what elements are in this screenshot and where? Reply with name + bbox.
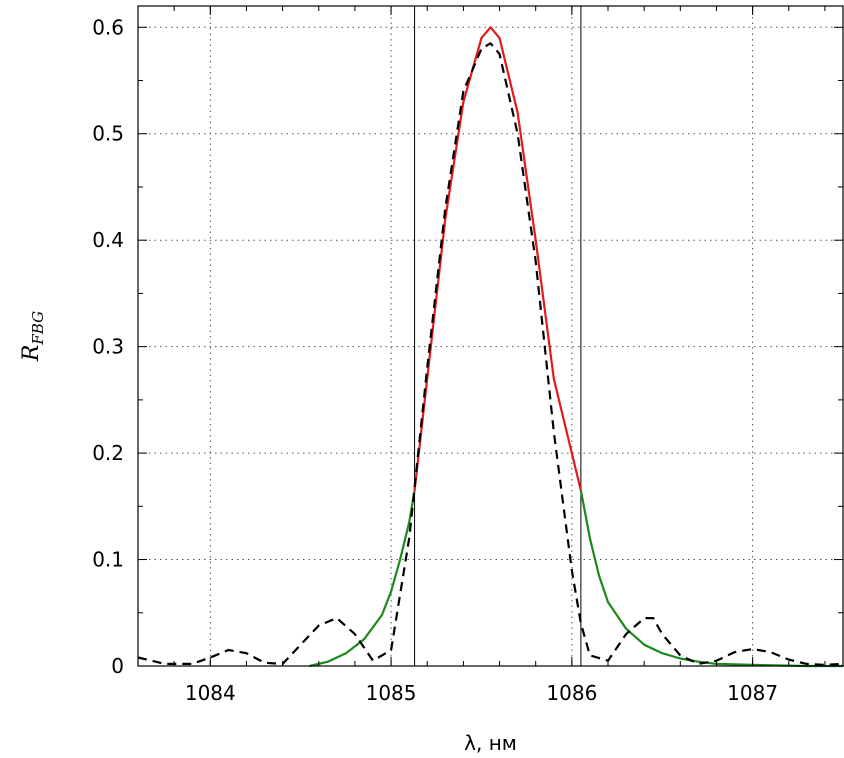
measured-point (390, 590, 392, 593)
measured-point (344, 652, 347, 655)
x-tick-label: 1084 (185, 681, 236, 705)
measured-series-segment (579, 490, 843, 668)
measured-point (607, 601, 609, 604)
y-tick-labels: 0 0.1 0.2 0.3 0.4 0.5 0.6 (92, 15, 124, 678)
y-axis-label-sub: FBG (29, 311, 47, 346)
y-tick-label: 0.1 (92, 548, 124, 572)
measured-point (661, 652, 664, 655)
x-tick-label: 1085 (366, 681, 417, 705)
y-tick-label: 0.6 (92, 15, 124, 39)
measured-series-segment (309, 490, 416, 668)
measured-point (579, 489, 582, 492)
y-tick-label: 0.3 (92, 335, 124, 359)
x-axis-label: λ, нм (464, 731, 517, 755)
y-tick-label: 0.2 (92, 441, 124, 465)
measured-point (363, 638, 365, 641)
y-axis-label-main: R (19, 345, 44, 363)
x-tick-label: 1087 (727, 681, 778, 705)
measured-point (381, 614, 383, 616)
measured-point (462, 100, 465, 103)
vertical-markers (414, 6, 582, 666)
measured-point (413, 489, 416, 492)
y-tick-label: 0.4 (92, 228, 124, 252)
y-tick-label: 0 (111, 654, 124, 678)
measured-point (679, 657, 682, 660)
measured-point (408, 521, 411, 524)
measured-point (598, 574, 600, 577)
measured-point (516, 111, 519, 114)
measured-point (399, 558, 402, 561)
measured-point (643, 643, 646, 646)
measured-point (625, 627, 627, 630)
measured-point (589, 537, 591, 540)
measured-point (480, 37, 483, 39)
measured-point (326, 660, 329, 663)
x-tick-labels: 1084 1085 1086 1087 (185, 681, 778, 705)
measured-point (498, 37, 501, 39)
x-tick-label: 1086 (546, 681, 597, 705)
theory-series-line (137, 42, 844, 667)
measured-series-segment (413, 26, 582, 491)
measured-point (534, 239, 537, 242)
measured-point (570, 452, 573, 454)
measured-point (552, 377, 555, 380)
grid (138, 6, 843, 666)
measured-point (697, 660, 700, 663)
ticks (137, 6, 843, 667)
y-tick-label: 0.5 (92, 122, 124, 146)
measured-point (489, 26, 492, 29)
y-axis-label: RFBG (19, 311, 47, 362)
plot-frame (137, 5, 844, 667)
